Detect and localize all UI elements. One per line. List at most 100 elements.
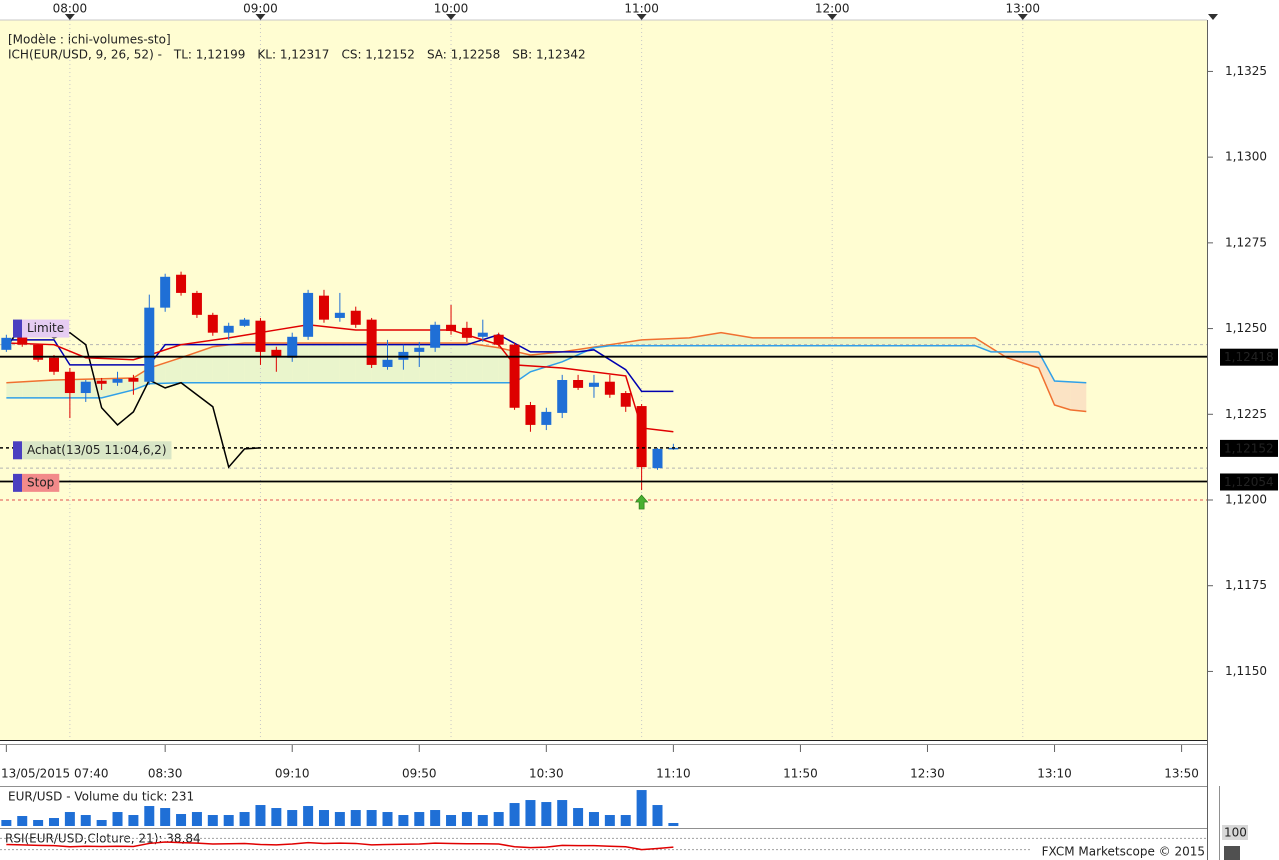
volume-bar [17, 816, 28, 826]
volume-bar [144, 806, 155, 826]
indicator-line [6, 331, 1087, 413]
cloud [165, 357, 182, 384]
cloud [308, 342, 324, 383]
cloud [959, 337, 976, 346]
volume-bar [525, 800, 536, 826]
price-level-box [1220, 473, 1278, 491]
cloud [641, 339, 658, 346]
volume-bar [271, 808, 282, 826]
candle-body [318, 295, 329, 320]
y-tick-label: 1,1175 [1225, 578, 1267, 592]
volume-bar [255, 805, 266, 826]
x-tick [636, 14, 647, 20]
cloud [832, 337, 849, 346]
cloud [339, 342, 356, 383]
volume-bar [318, 810, 329, 826]
order-handle [13, 319, 22, 338]
candle-body [191, 292, 202, 315]
volume-bar [64, 812, 75, 826]
candle-body [350, 310, 361, 325]
price-level-label: 1,12054 [1224, 475, 1274, 489]
legend-item: SB: 1,12342 [512, 48, 585, 62]
price-level-box [1220, 348, 1278, 366]
volume-bar [223, 815, 234, 826]
rsi-tick-box [1222, 825, 1248, 840]
order-label: Stop [27, 475, 54, 489]
x-tick [446, 14, 457, 20]
legend-indicator: ICH(EUR/USD, 9, 26, 52) - [8, 48, 162, 62]
cloud [419, 342, 436, 383]
cloud [768, 337, 785, 346]
volume-bar [493, 812, 504, 826]
cloud [228, 342, 245, 383]
volume-bar [430, 810, 441, 826]
cloud [943, 337, 960, 346]
order-label: Limite [27, 321, 64, 335]
candle-body [64, 371, 75, 394]
candle-body [48, 357, 59, 372]
cloud [784, 337, 801, 346]
candle-body [493, 334, 504, 345]
cloud [927, 337, 944, 346]
candle-body [414, 347, 425, 352]
candle-body [287, 336, 298, 358]
cloud [911, 337, 928, 346]
candle-body [366, 319, 377, 365]
x-tick-label: 10:00 [434, 2, 469, 16]
volume-bar [160, 808, 171, 826]
cloud [1038, 351, 1055, 406]
order-label-bg [22, 441, 172, 460]
candle-body [303, 292, 314, 337]
cloud [212, 344, 229, 383]
x2-tick-label: 11:10 [656, 767, 691, 781]
cloud [895, 337, 912, 346]
cloud [466, 342, 483, 383]
cloud [975, 337, 992, 352]
x-tick-label: 08:00 [53, 2, 88, 16]
volume-bar [461, 812, 472, 826]
candle-body [604, 381, 615, 395]
chart-title: [Modèle : ichi-volumes-sto] [8, 33, 171, 47]
candle-body [525, 405, 536, 425]
candle-body [557, 380, 568, 413]
price-level-label: 1,12418 [1224, 350, 1274, 364]
x2-tick-label: 13:50 [1164, 767, 1199, 781]
candle-body [620, 393, 631, 407]
candle-body [541, 411, 552, 425]
x-tick-label: 12:00 [815, 2, 850, 16]
y-tick-label: 1,1250 [1225, 321, 1267, 335]
y-tick-label: 1,1325 [1225, 64, 1267, 78]
x-tick [1017, 14, 1028, 20]
volume-bar [366, 810, 377, 826]
volume-bar [33, 820, 44, 826]
x2-tick-label: 13:10 [1037, 767, 1072, 781]
volume-bar [176, 814, 187, 826]
cloud [323, 342, 340, 383]
volume-bar [620, 815, 631, 826]
cloud [22, 380, 39, 398]
x-tick [255, 14, 266, 20]
volume-bar [350, 810, 361, 826]
signal-arrow [634, 494, 649, 510]
cloud [435, 342, 452, 383]
cloud [1054, 381, 1071, 410]
x-tick-label: 11:00 [624, 2, 659, 16]
candle-body [80, 381, 91, 394]
y-tick-label: 1,1275 [1225, 235, 1267, 249]
candle-body [382, 359, 393, 367]
cloud [196, 346, 213, 383]
volume-bar [303, 806, 314, 826]
x2-tick-label: 10:30 [529, 767, 564, 781]
candle-body [176, 274, 187, 293]
volume-bar [509, 803, 520, 826]
rsi-line [6, 841, 674, 851]
candle-body [223, 325, 234, 333]
volume-bar [652, 805, 663, 826]
y-tick-label: 1,1200 [1225, 493, 1267, 507]
candle-body [573, 380, 584, 388]
order-handle [13, 441, 22, 460]
volume-bar [1, 820, 12, 826]
candle-body [33, 344, 44, 360]
price-level-label: 1,12152 [1224, 441, 1274, 455]
